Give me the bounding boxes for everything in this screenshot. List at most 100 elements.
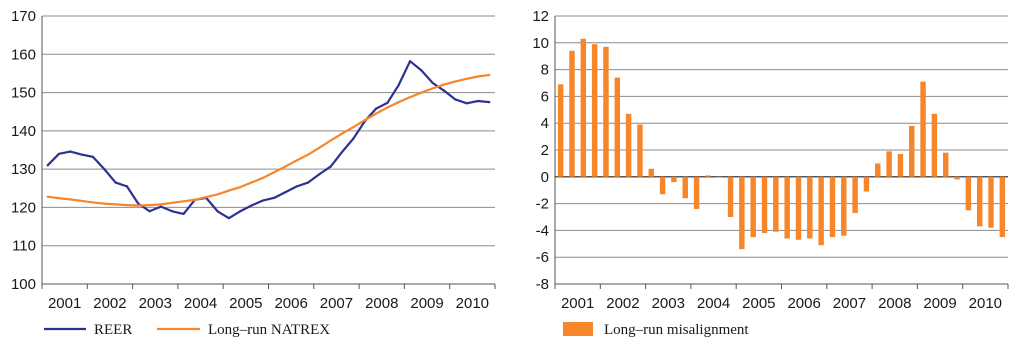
bar: [727, 176, 734, 217]
data-point: [137, 202, 140, 205]
data-point: [205, 195, 208, 199]
data-point: [57, 152, 61, 155]
data-point: [114, 203, 117, 206]
data-point: [103, 168, 106, 171]
bar: [965, 176, 972, 211]
series-line: [46, 60, 490, 220]
data-point: [352, 125, 355, 129]
data-point: [182, 212, 185, 216]
bar: [773, 176, 779, 232]
data-point: [91, 201, 95, 204]
x-tick-label: 2007: [833, 295, 866, 312]
y-tick-label: 10: [532, 35, 549, 52]
bar: [580, 38, 587, 177]
data-point: [182, 200, 185, 203]
data-point: [261, 199, 264, 202]
series-line: [47, 73, 490, 207]
x-tick-label: 2006: [787, 295, 820, 312]
bar: [942, 152, 949, 177]
data-point: [488, 73, 491, 77]
y-tick-label: 140: [11, 123, 36, 140]
bar: [795, 176, 802, 240]
data-point: [307, 181, 310, 184]
x-tick-label: 2001: [561, 295, 594, 312]
bar: [750, 176, 756, 238]
y-tick-label: 6: [541, 88, 549, 105]
data-point: [386, 106, 389, 109]
y-tick-label: 8: [541, 62, 549, 79]
x-tick-label: 2002: [606, 295, 639, 312]
bar: [954, 176, 960, 180]
legend-label-misalignment: Long–run misalignment: [604, 322, 749, 338]
bar: [829, 176, 836, 238]
data-point: [488, 101, 491, 104]
data-point: [125, 185, 129, 188]
data-point: [397, 101, 400, 104]
data-point: [273, 171, 276, 174]
y-tick-label: 150: [11, 85, 36, 102]
data-point: [431, 87, 434, 90]
data-point: [80, 199, 83, 203]
y-tick-label: 170: [11, 8, 36, 25]
data-point: [273, 196, 276, 199]
data-point: [171, 201, 174, 204]
bar: [931, 113, 938, 177]
x-tick-label: 2008: [878, 295, 911, 312]
data-point: [442, 89, 446, 92]
legend-label-reer: REER: [94, 322, 132, 338]
bar: [591, 44, 598, 177]
y-tick-label: 160: [11, 46, 36, 63]
data-point: [454, 98, 457, 101]
x-tick-label: 2004: [697, 295, 730, 312]
x-tick-label: 2007: [320, 295, 353, 312]
x-tick-label: 2006: [274, 295, 307, 312]
bar: [625, 113, 632, 177]
bar: [976, 176, 983, 227]
data-point: [420, 91, 423, 94]
data-point: [137, 204, 140, 207]
x-tick-label: 2005: [229, 295, 262, 312]
data-point: [420, 69, 423, 72]
misalignment-bar-chart: -8 -6 -4 -2 0 2 4 6 8 10 12 2001 2002 2003 2004 2005 200…: [532, 8, 1009, 338]
legend-swatch-misalignment: [563, 322, 593, 336]
y-tick-label: 130: [11, 161, 36, 178]
data-point: [431, 81, 434, 85]
y-tick-label: 12: [532, 8, 549, 25]
data-point: [295, 159, 298, 162]
data-point: [386, 101, 389, 105]
data-point: [216, 193, 219, 196]
data-point: [476, 75, 480, 78]
bar: [920, 81, 926, 177]
data-point: [374, 112, 378, 115]
data-point: [284, 191, 287, 194]
data-point: [408, 96, 412, 99]
y-tick-label: -8: [536, 276, 549, 293]
data-point: [250, 181, 253, 184]
y-tick-label: -6: [536, 249, 549, 266]
series-natrex: [46, 73, 491, 207]
bar: [784, 176, 790, 239]
bar: [988, 176, 994, 228]
reer-natrex-line-chart: 100 110 120 130 140 150 160 170 2001 2002 2003 2004…: [11, 8, 496, 338]
x-tick-label: 2005: [742, 295, 775, 312]
bar: [875, 163, 881, 177]
data-point: [91, 155, 95, 158]
series-reer: [46, 60, 491, 220]
data-point: [250, 204, 253, 207]
data-point: [363, 119, 366, 122]
data-point: [341, 132, 344, 135]
x-tick-label: 2004: [184, 295, 217, 312]
data-point: [318, 173, 321, 176]
data-point: [80, 153, 83, 156]
bar: [705, 175, 711, 177]
data-point: [57, 197, 61, 200]
data-point: [103, 202, 106, 205]
bar: [761, 176, 768, 234]
bar: [999, 176, 1006, 238]
data-point: [341, 150, 344, 154]
bar: [852, 176, 858, 213]
bar: [648, 168, 654, 177]
data-point: [227, 217, 230, 220]
data-point: [216, 210, 219, 213]
data-point: [442, 83, 446, 86]
